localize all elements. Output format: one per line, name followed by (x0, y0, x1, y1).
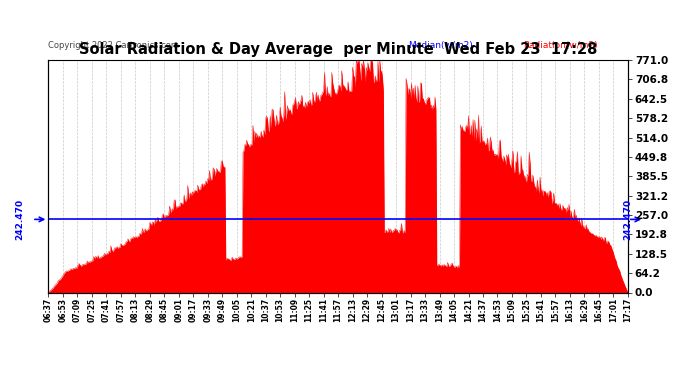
Text: Copyright 2022 Cartronics.com: Copyright 2022 Cartronics.com (48, 41, 179, 50)
Title: Solar Radiation & Day Average  per Minute  Wed Feb 23  17:28: Solar Radiation & Day Average per Minute… (79, 42, 598, 57)
Text: Radiation(w/m2): Radiation(w/m2) (524, 41, 598, 50)
Text: 242.470: 242.470 (14, 199, 24, 240)
Text: Median(w/m2): Median(w/m2) (408, 41, 473, 50)
Text: 242.470: 242.470 (623, 199, 633, 240)
